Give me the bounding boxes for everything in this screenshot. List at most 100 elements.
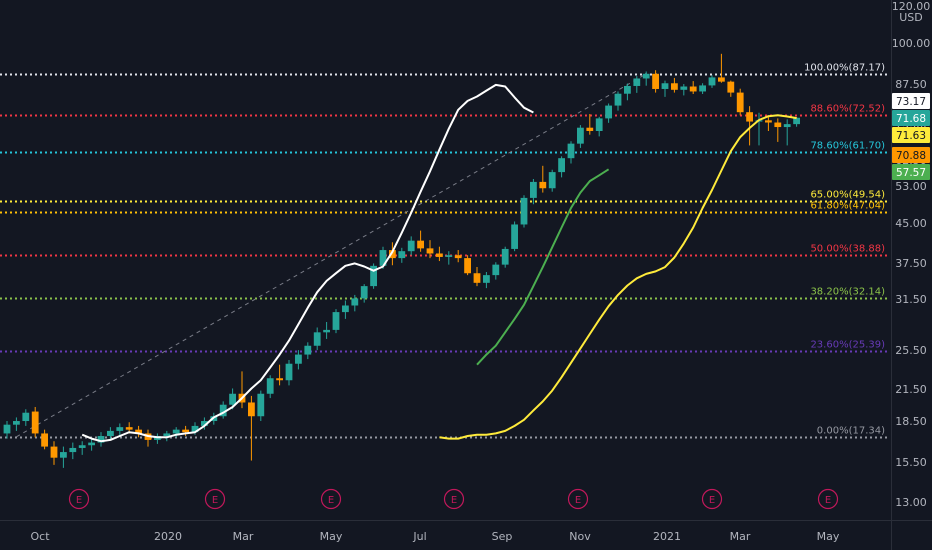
candle-body [248,402,255,417]
candle-body [50,446,58,458]
time-axis[interactable]: Oct 2020 Mar May Jul Sep Nov 2021 Mar May [30,530,839,543]
price-tag-label: 71.63 [896,130,926,142]
candle-body [699,85,706,92]
candle-body [558,158,565,173]
candle-body [783,124,791,128]
earnings-marker-label: E [212,495,218,506]
earnings-marker-label: E [76,495,82,506]
price-tag-box [892,147,930,163]
candle-body [389,250,396,259]
candle-body [379,250,387,266]
price-tick-label: 21.50 [895,383,927,396]
earnings-marker [443,488,465,510]
candle-body [313,332,321,346]
candle-body [539,181,547,189]
candle-body [501,248,509,265]
price-tag-box [892,110,930,126]
candle-body [323,329,330,333]
earnings-marker [320,488,342,510]
candle-body [31,411,39,434]
candle-body [60,452,67,458]
sma-green-line [476,168,610,366]
time-tick-label: Nov [569,530,591,543]
candle-body [689,86,697,92]
price-tag-box [892,127,930,143]
price-tick-label: 18.50 [895,415,927,428]
candle-body [285,363,293,381]
candle-body [107,430,114,437]
time-tick-label: Oct [30,530,50,543]
candle-body [13,421,20,425]
fib-level-label: 23.60%(25.39) [810,340,885,351]
candle-body [595,118,603,132]
candle-body [407,240,415,252]
earnings-marker-label: E [328,495,334,506]
moving-averages [81,83,797,443]
candle-body [116,427,124,431]
candle-body [78,445,86,448]
fib-level-label: 38.20%(32.14) [810,287,885,298]
candle-body [417,240,424,249]
candle-body [727,81,735,93]
candle-body [266,378,274,394]
fib-level-label: 65.00%(49.54) [810,190,885,201]
candle-body [642,73,650,79]
candle-body [360,286,368,299]
candle-body [454,255,462,259]
candle-body [41,433,48,447]
price-tick-label: 45.00 [895,217,927,230]
candle-body [661,83,669,89]
candle-body [445,255,453,257]
candle-body [492,264,500,276]
candle-body [172,429,180,434]
candle-body [624,85,631,94]
candle-body [614,93,622,106]
candle-body [426,248,434,254]
candle-body [342,305,349,313]
price-tag-label: 70.88 [896,150,926,162]
candle-body [718,77,725,82]
candle-body [398,251,406,259]
candle-body [548,172,556,189]
price-tick-label: 25.50 [895,344,927,357]
candle-body [88,442,95,446]
time-tick-label: Sep [492,530,513,543]
earnings-marker-label: E [451,495,457,506]
time-tick-label: May [320,530,343,543]
candle-body [201,421,208,426]
price-tick-label: 120.00 [892,0,931,13]
candle-body [436,253,443,257]
fib-level-label: 0.00%(17.34) [817,426,885,437]
price-tick-label: 31.50 [895,293,927,306]
candle-body [464,258,471,274]
candle-body [219,404,227,417]
price-tick-label: 53.00 [895,180,927,193]
time-tick-label: 2020 [154,530,182,543]
trend-line [16,73,647,438]
earnings-marker [817,488,839,510]
time-tick-label: Mar [730,530,751,543]
candle-body [567,143,575,159]
price-tick-label: 13.00 [895,496,927,509]
time-tick-label: 2021 [653,530,681,543]
earnings-marker [204,488,226,510]
candle-body [680,86,688,90]
candlestick-series [3,53,800,468]
price-tick-label: 87.50 [895,78,927,91]
candle-body [69,447,77,453]
candle-body [605,105,612,119]
fib-level-label: 50.00%(38.88) [810,244,885,255]
fib-trend-line [16,73,647,438]
price-tag-box [892,164,930,180]
candle-body [633,78,641,86]
candle-body [473,273,481,283]
price-tag-label: 73.17 [896,96,926,108]
candle-body [774,122,782,128]
candle-body [577,127,584,144]
candle-body [370,265,377,287]
candle-body [708,77,716,86]
candle-body [765,120,772,123]
